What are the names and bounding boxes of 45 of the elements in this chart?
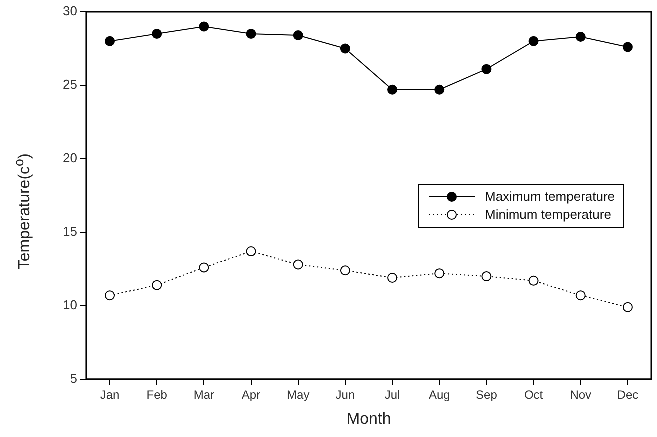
x-tick-label: Oct xyxy=(524,388,544,402)
x-tick-label: Jul xyxy=(384,388,400,402)
point xyxy=(199,22,210,32)
point xyxy=(434,268,445,279)
y-tick-label: 10 xyxy=(62,298,78,312)
point xyxy=(152,280,162,290)
x-tick-label: Feb xyxy=(146,388,168,402)
point xyxy=(293,30,304,41)
y-tick-label: 5 xyxy=(70,370,78,386)
point xyxy=(576,290,586,301)
point xyxy=(528,36,539,46)
x-tick-label: Dec xyxy=(617,388,639,402)
point xyxy=(199,262,210,273)
x-tick-label: Mar xyxy=(194,388,215,402)
point xyxy=(246,246,256,257)
point xyxy=(482,64,492,74)
point xyxy=(622,42,633,52)
point xyxy=(622,302,633,312)
x-tick-label: May xyxy=(287,388,310,402)
point xyxy=(105,36,116,46)
y-tick-label: 20 xyxy=(62,150,78,166)
point xyxy=(482,272,492,282)
y-tick-label: 15 xyxy=(62,224,78,240)
x-tick-label: Nov xyxy=(570,388,592,402)
legend-label: Minimum temperature xyxy=(485,207,612,222)
point xyxy=(576,32,586,42)
point xyxy=(388,84,398,95)
point xyxy=(340,266,350,276)
point xyxy=(528,276,539,286)
x-tick-label: Aug xyxy=(428,388,450,402)
point xyxy=(293,260,304,270)
x-axis-title: Month xyxy=(346,410,392,428)
x-tick-label: Jun xyxy=(336,388,356,402)
x-tick-label: Jan xyxy=(100,388,120,402)
legend-label: Maximum temperature xyxy=(485,189,616,204)
x-tick-label: Apr xyxy=(242,388,261,402)
point xyxy=(105,290,116,301)
point xyxy=(388,273,398,283)
x-tick-label: Sep xyxy=(476,388,498,402)
point xyxy=(246,29,256,40)
point xyxy=(152,29,162,40)
point xyxy=(340,44,350,54)
y-tick-label: 25 xyxy=(62,77,78,92)
point xyxy=(434,84,445,95)
y-tick-label: 30 xyxy=(62,4,78,19)
